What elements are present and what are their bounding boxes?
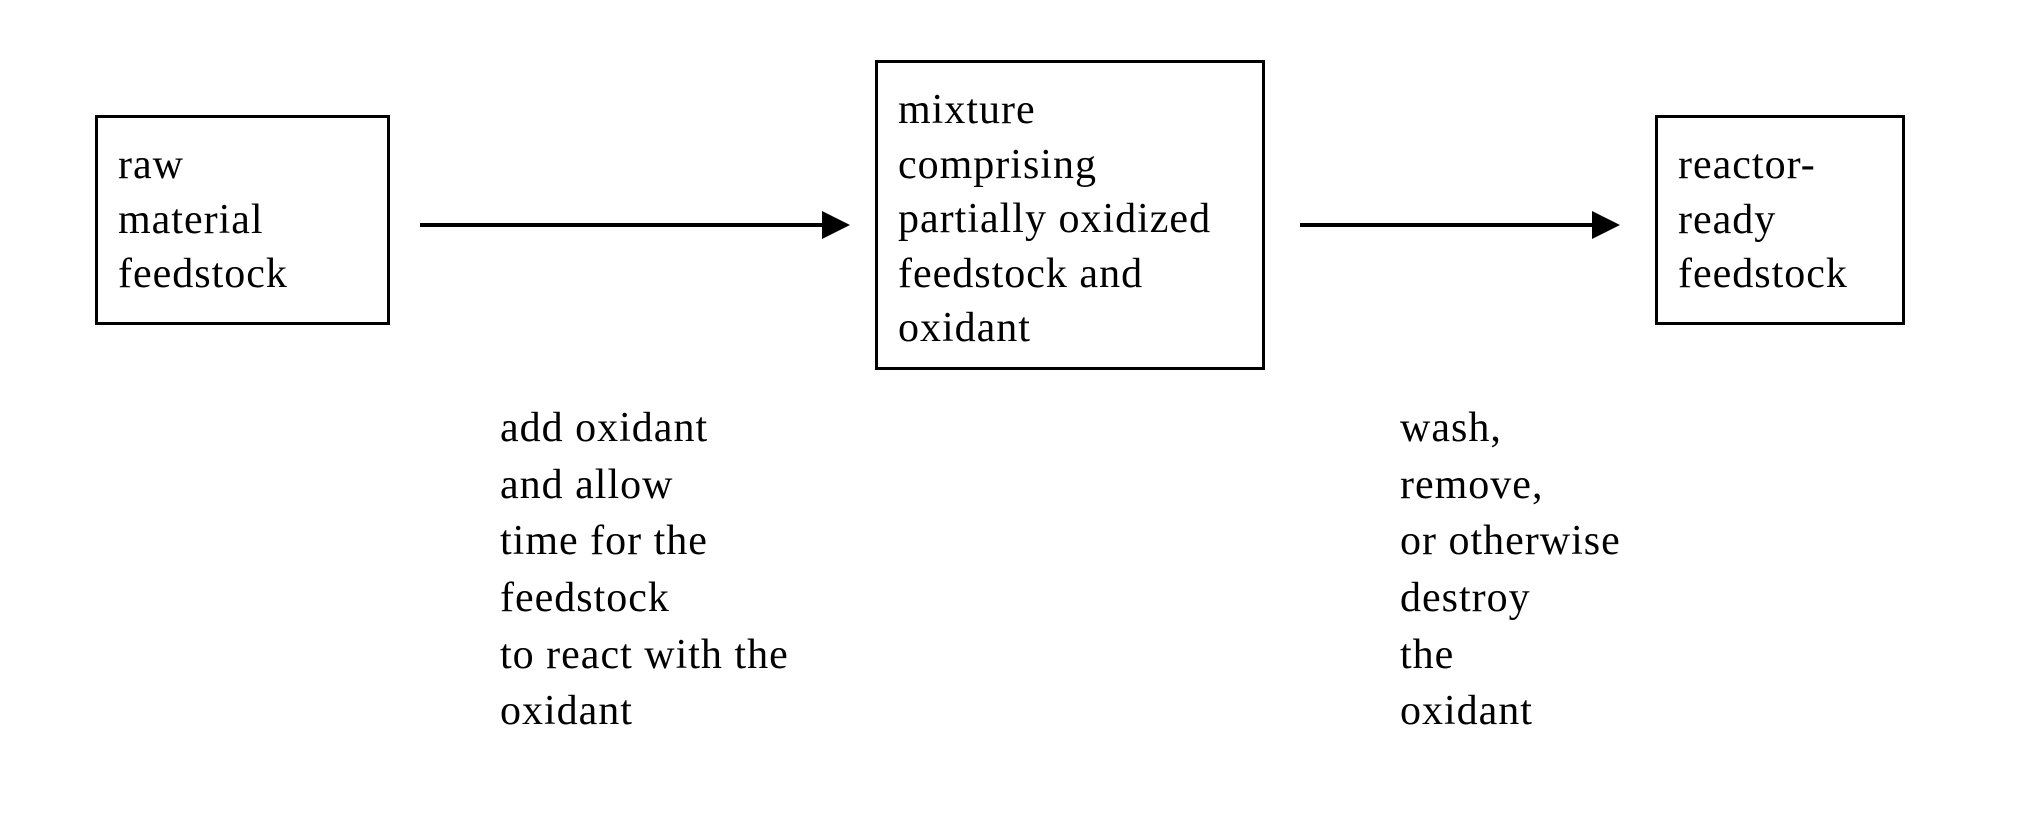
- arrow-line: [1300, 223, 1595, 227]
- flowchart-node-reactor-ready: reactor-readyfeedstock: [1655, 115, 1905, 325]
- flowchart-node-raw-material: rawmaterialfeedstock: [95, 115, 390, 325]
- node-text: mixturecomprisingpartially oxidizedfeeds…: [898, 83, 1242, 356]
- node-text: reactor-readyfeedstock: [1678, 138, 1882, 302]
- node-text: rawmaterialfeedstock: [118, 138, 367, 302]
- arrow-2-label: wash,remove,or otherwisedestroytheoxidan…: [1400, 400, 1700, 740]
- arrow-head-icon: [822, 211, 850, 239]
- arrow-head-icon: [1592, 211, 1620, 239]
- flowchart-node-mixture: mixturecomprisingpartially oxidizedfeeds…: [875, 60, 1265, 370]
- arrow-1-label: add oxidantand allowtime for thefeedstoc…: [500, 400, 860, 740]
- arrow-line: [420, 223, 825, 227]
